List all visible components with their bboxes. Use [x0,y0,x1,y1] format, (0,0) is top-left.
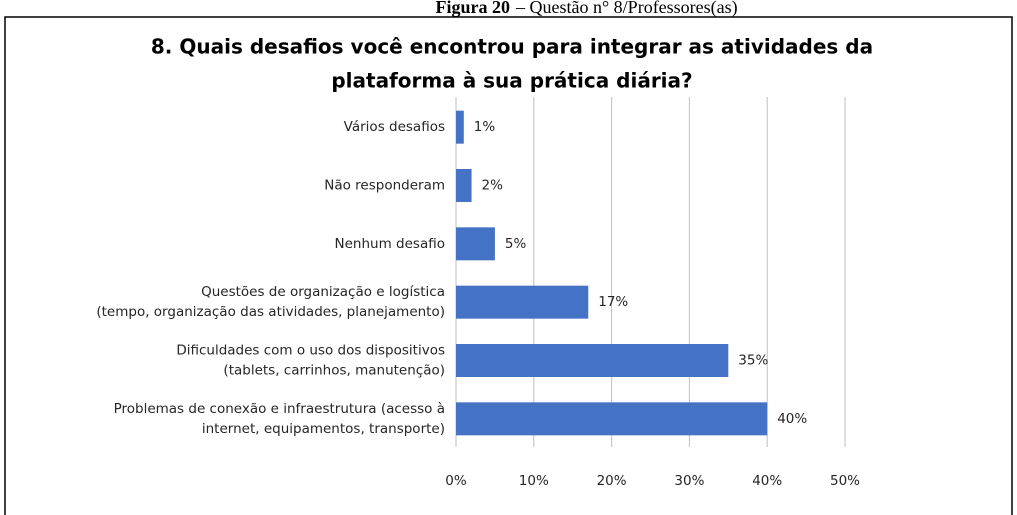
bar [456,402,768,436]
chart-border [4,16,1013,515]
data-label: 2% [482,178,504,194]
data-label: 40% [777,411,807,427]
bar [456,227,495,261]
bar [456,285,589,319]
y-tick-label: (tablets, carrinhos, manutenção) [223,363,445,379]
caption-label: Figura 20 [436,0,511,17]
x-tick-label: 30% [674,473,704,489]
y-tick-label: (tempo, organização das atividades, plan… [96,304,445,320]
x-tick-label: 20% [597,473,627,489]
data-label: 35% [738,353,768,369]
data-label: 5% [505,236,527,252]
y-tick-label: Questões de organização e logística [201,284,445,300]
bar [456,110,464,144]
bar [456,344,729,377]
y-tick-label: Vários desafios [344,119,445,135]
y-tick-label: Nenhum desafio [335,236,445,252]
bar [456,169,472,202]
data-label: 1% [474,119,496,135]
x-tick-label: 40% [752,473,782,489]
chart-title: 8. Quais desafios você encontrou para in… [151,35,873,59]
chart-title: plataforma à sua prática diária? [331,69,692,93]
x-tick-label: 0% [445,473,467,489]
data-label: 17% [598,294,628,310]
caption-text: – Questão n° 8/Professores(as) [515,0,738,18]
y-tick-label: Dificuldades com o uso dos dispositivos [176,343,445,359]
x-tick-label: 50% [830,473,860,489]
y-tick-label: Não responderam [324,178,445,194]
y-tick-label: internet, equipamentos, transporte) [202,421,445,437]
y-tick-label: Problemas de conexão e infraestrutura (a… [114,401,445,417]
x-tick-label: 10% [519,473,549,489]
